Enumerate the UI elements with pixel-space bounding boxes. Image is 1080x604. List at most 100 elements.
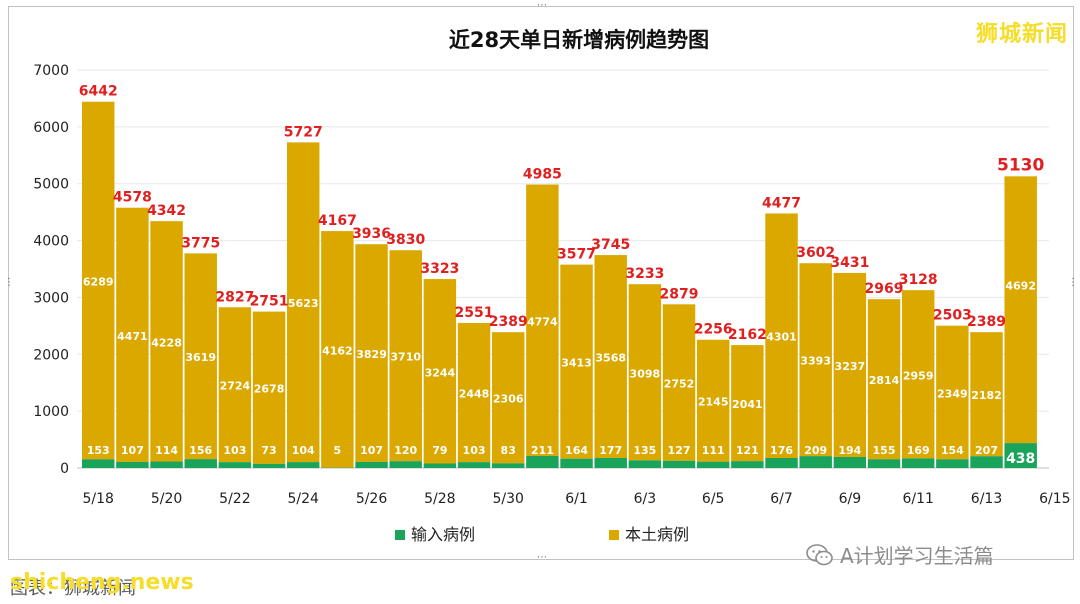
bar-local — [696, 339, 730, 462]
label-imported: 107 — [121, 444, 144, 457]
bar-local — [628, 284, 662, 461]
bar-local — [321, 231, 354, 468]
bar-imported — [1004, 443, 1037, 468]
bar-imported — [970, 456, 1003, 468]
bar-imported — [184, 459, 217, 468]
x-tick-label: 5/26 — [356, 491, 388, 507]
bar-imported — [560, 458, 593, 468]
x-tick-label: 6/9 — [839, 491, 862, 507]
label-total: 2162 — [728, 327, 767, 343]
label-local: 2724 — [220, 380, 251, 393]
label-imported: 207 — [975, 444, 998, 457]
y-tick-label: 0 — [60, 461, 69, 477]
x-tick-label: 6/13 — [971, 491, 1002, 507]
label-local: 4301 — [766, 331, 797, 344]
label-local: 3829 — [356, 348, 387, 361]
bar-imported — [662, 460, 696, 468]
label-imported: 107 — [360, 444, 383, 457]
bar-local — [799, 263, 832, 457]
label-total: 3936 — [352, 226, 391, 242]
label-total: 4342 — [147, 203, 186, 219]
label-imported: 164 — [565, 444, 588, 457]
bar-local — [731, 345, 764, 462]
bar-local — [491, 332, 525, 464]
resize-handle-top[interactable]: ⋯ — [537, 0, 547, 11]
bar-imported — [731, 461, 764, 468]
label-total: 3323 — [420, 261, 459, 277]
chart: 近28天单日新增病例趋势图 0 1000 2000 3000 4000 5000 6000 7… — [33, 28, 1071, 544]
label-imported: 211 — [531, 444, 554, 457]
x-tick-label: 5/22 — [219, 491, 250, 507]
bar-imported — [833, 456, 867, 468]
resize-handle-bottom[interactable]: ⋯ — [537, 552, 547, 563]
legend-label-imported: 输入病例 — [411, 525, 475, 544]
label-local: 2145 — [698, 396, 729, 409]
label-local: 2752 — [664, 378, 695, 391]
label-total: 4985 — [523, 167, 562, 183]
label-imported: 104 — [292, 444, 315, 457]
chart-title: 近28天单日新增病例趋势图 — [449, 28, 709, 52]
label-imported: 5 — [334, 444, 342, 457]
label-imported: 111 — [702, 444, 725, 457]
label-imported: 103 — [463, 444, 486, 457]
label-imported: 120 — [394, 444, 417, 457]
y-tick-label: 5000 — [33, 177, 69, 193]
label-imported: 438 — [1006, 451, 1035, 467]
label-total: 5727 — [284, 124, 323, 140]
label-local: 2448 — [459, 388, 490, 401]
bar-local — [389, 250, 422, 462]
label-imported: 79 — [432, 444, 447, 457]
label-total: 2389 — [967, 314, 1006, 330]
x-tick-label: 6/3 — [634, 491, 657, 507]
y-tick-label: 7000 — [33, 63, 69, 79]
label-imported: 154 — [941, 444, 964, 457]
x-tick-label: 5/30 — [492, 491, 523, 507]
y-tick-label: 3000 — [33, 290, 69, 306]
legend-swatch-local — [609, 530, 619, 540]
label-local: 2306 — [493, 393, 524, 406]
label-local: 3237 — [835, 360, 866, 373]
bar-local — [82, 101, 115, 460]
label-total: 4167 — [318, 213, 357, 229]
bar-imported — [491, 463, 525, 468]
bar-local — [252, 311, 286, 464]
x-axis: 5/18 5/20 5/22 5/24 5/26 5/28 5/30 6/1 6/3 6/5 6/7… — [83, 491, 1071, 507]
bar-local — [970, 332, 1003, 457]
label-imported: 153 — [87, 444, 110, 457]
label-imported: 194 — [838, 444, 861, 457]
label-total: 3602 — [796, 245, 835, 261]
label-local: 3710 — [390, 351, 421, 364]
bars — [82, 101, 1037, 468]
bar-local — [594, 255, 627, 458]
label-total: 3128 — [899, 272, 938, 288]
label-total: 3830 — [386, 232, 425, 248]
label-total: 2827 — [215, 289, 254, 305]
x-tick-label: 6/7 — [770, 491, 793, 507]
label-imported: 83 — [501, 444, 516, 457]
resize-handle-left[interactable]: ⋮ — [4, 277, 14, 288]
bar-imported — [116, 461, 149, 468]
bar-local — [1004, 176, 1037, 444]
x-tick-label: 5/18 — [83, 491, 114, 507]
bar-imported — [628, 460, 662, 468]
x-tick-label: 6/1 — [565, 491, 588, 507]
label-total: 2969 — [865, 281, 904, 297]
label-imported: 114 — [155, 444, 178, 457]
label-total: 3775 — [181, 235, 220, 251]
label-total: 3745 — [591, 237, 630, 253]
label-local: 3244 — [425, 366, 456, 379]
x-tick-label: 6/5 — [702, 491, 725, 507]
bar-imported — [765, 457, 798, 468]
label-imported: 127 — [668, 444, 691, 457]
label-total: 3233 — [625, 266, 664, 282]
resize-handle-right[interactable]: ⋮ — [1068, 277, 1078, 288]
bar-imported — [423, 463, 457, 468]
label-local: 2182 — [971, 389, 1002, 402]
bar-local — [901, 290, 935, 459]
bar-local — [150, 221, 183, 462]
label-total: 2751 — [250, 294, 289, 310]
legend-swatch-imported — [395, 530, 405, 540]
y-tick-label: 1000 — [33, 404, 69, 420]
label-total: 3577 — [557, 247, 596, 263]
x-tick-label: 5/24 — [287, 491, 319, 507]
